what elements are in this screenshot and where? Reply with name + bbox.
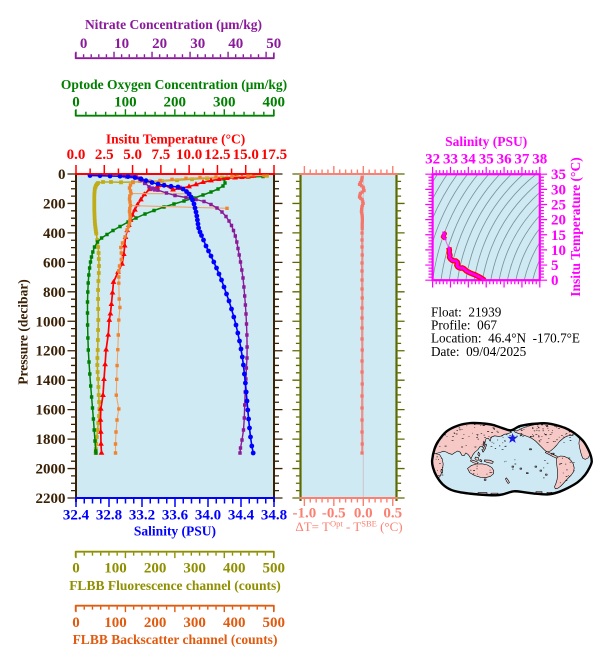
svg-text:100: 100 — [114, 94, 137, 110]
svg-text:Salinity (PSU): Salinity (PSU) — [134, 524, 216, 539]
svg-text:33.2: 33.2 — [129, 508, 155, 524]
svg-text:0.0: 0.0 — [354, 505, 373, 521]
svg-text:300: 300 — [213, 94, 236, 110]
svg-text:Optode Oxygen Concentration (μ: Optode Oxygen Concentration (μm/kg) — [61, 77, 287, 92]
svg-text:34: 34 — [461, 152, 477, 168]
svg-text:Salinity (PSU): Salinity (PSU) — [445, 134, 527, 149]
svg-text:36: 36 — [497, 152, 513, 168]
svg-text:38: 38 — [532, 152, 547, 168]
svg-text:50: 50 — [266, 36, 281, 52]
svg-text:15: 15 — [551, 228, 566, 244]
svg-text:Date: 09/04/2025: Date: 09/04/2025 — [431, 344, 527, 359]
svg-text:Profile: 067: Profile: 067 — [431, 318, 497, 333]
svg-text:33.6: 33.6 — [162, 508, 189, 524]
svg-text:32.8: 32.8 — [96, 508, 122, 524]
svg-text:34.8: 34.8 — [261, 508, 287, 524]
svg-text:0.0: 0.0 — [67, 147, 86, 163]
svg-text:100: 100 — [104, 615, 127, 631]
svg-text:400: 400 — [223, 615, 246, 631]
svg-text:-1.0: -1.0 — [293, 505, 317, 521]
svg-text:35: 35 — [479, 152, 494, 168]
svg-text:400: 400 — [43, 226, 66, 242]
svg-text:600: 600 — [43, 255, 66, 271]
svg-text:1800: 1800 — [36, 432, 66, 448]
svg-text:200: 200 — [144, 615, 167, 631]
svg-text:0: 0 — [80, 36, 88, 52]
svg-text:200: 200 — [144, 561, 167, 577]
svg-text:34.0: 34.0 — [195, 508, 221, 524]
svg-text:17.5: 17.5 — [261, 147, 287, 163]
svg-text:Float: 21939: Float: 21939 — [431, 305, 502, 320]
svg-text:200: 200 — [43, 197, 66, 213]
svg-text:200: 200 — [164, 94, 187, 110]
svg-text:0.5: 0.5 — [383, 505, 402, 521]
svg-text:1400: 1400 — [36, 373, 66, 389]
svg-text:FLBB Backscatter channel (coun: FLBB Backscatter channel (counts) — [73, 632, 278, 647]
svg-text:Insitu Temperature (°C): Insitu Temperature (°C) — [106, 132, 245, 147]
svg-text:7.5: 7.5 — [152, 147, 171, 163]
svg-text:0: 0 — [551, 273, 559, 289]
svg-text:1200: 1200 — [36, 344, 66, 360]
svg-text:2.5: 2.5 — [95, 147, 114, 163]
svg-text:30: 30 — [551, 182, 566, 198]
svg-text:1600: 1600 — [36, 403, 66, 419]
svg-text:20: 20 — [152, 36, 167, 52]
svg-text:35: 35 — [551, 167, 566, 183]
svg-text:300: 300 — [183, 615, 206, 631]
svg-text:400: 400 — [262, 94, 285, 110]
svg-text:400: 400 — [223, 561, 246, 577]
svg-text:Pressure (decibar): Pressure (decibar) — [16, 279, 31, 385]
svg-text:0: 0 — [72, 615, 80, 631]
svg-text:300: 300 — [183, 561, 206, 577]
svg-text:20: 20 — [551, 213, 566, 229]
svg-text:33: 33 — [443, 152, 458, 168]
svg-text:Insitu Temperature (°C): Insitu Temperature (°C) — [568, 157, 583, 296]
svg-text:500: 500 — [262, 615, 285, 631]
svg-text:5.0: 5.0 — [123, 147, 142, 163]
svg-text:500: 500 — [262, 561, 285, 577]
svg-text:34.4: 34.4 — [228, 508, 255, 524]
svg-text:0: 0 — [72, 561, 80, 577]
svg-text:2000: 2000 — [36, 462, 66, 478]
svg-text:32: 32 — [425, 152, 440, 168]
svg-text:Location: 46.4°N -170.7°E: Location: 46.4°N -170.7°E — [431, 331, 580, 346]
svg-text:-0.5: -0.5 — [322, 505, 346, 521]
svg-text:37: 37 — [514, 152, 530, 168]
svg-text:0: 0 — [72, 94, 80, 110]
svg-text:30: 30 — [190, 36, 205, 52]
svg-text:12.5: 12.5 — [204, 147, 230, 163]
svg-text:2200: 2200 — [36, 491, 66, 507]
svg-text:1000: 1000 — [36, 314, 66, 330]
svg-text:32.4: 32.4 — [63, 508, 90, 524]
svg-text:40: 40 — [228, 36, 243, 52]
svg-text:10: 10 — [114, 36, 129, 52]
svg-text:FLBB Fluorescence channel (cou: FLBB Fluorescence channel (counts) — [69, 578, 281, 593]
svg-text:10.0: 10.0 — [176, 147, 202, 163]
svg-text:Nitrate Concentration (μm/kg): Nitrate Concentration (μm/kg) — [85, 17, 262, 32]
svg-text:100: 100 — [104, 561, 127, 577]
svg-text:15.0: 15.0 — [233, 147, 259, 163]
svg-text:ΔT= TOpt - TSBE (°C): ΔT= TOpt - TSBE (°C) — [295, 519, 402, 535]
svg-text:800: 800 — [43, 285, 66, 301]
svg-text:10: 10 — [551, 243, 566, 259]
svg-text:5: 5 — [551, 258, 559, 274]
svg-text:0: 0 — [58, 167, 66, 183]
svg-text:25: 25 — [551, 198, 566, 214]
